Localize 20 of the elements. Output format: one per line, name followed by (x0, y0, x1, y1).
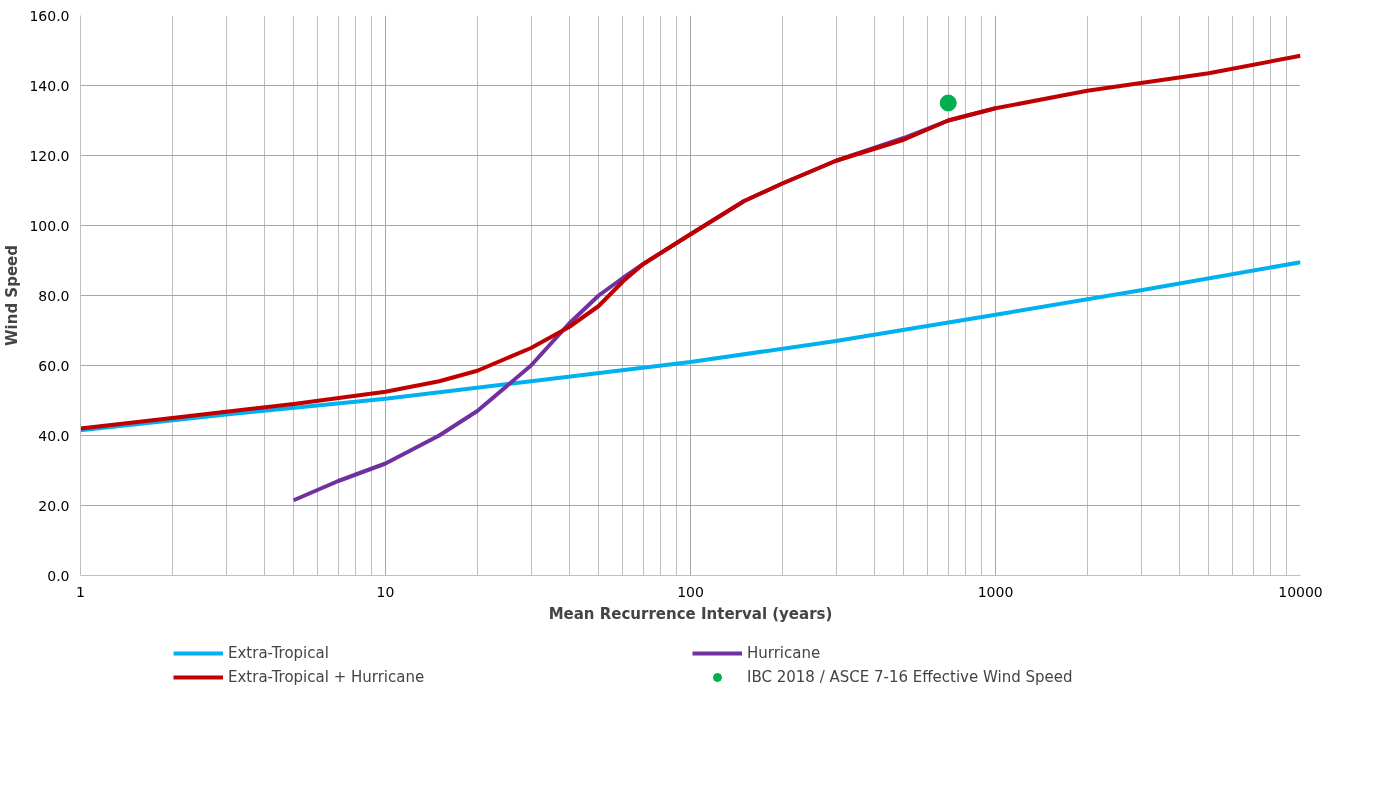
y-tick-label: 160.0 (29, 7, 70, 24)
x-tick-label: 1 (76, 583, 85, 600)
y-tick-label: 100.0 (29, 217, 70, 234)
y-tick-label: 120.0 (29, 147, 70, 164)
x-tick-label: 1000 (977, 583, 1014, 600)
legend-label: IBC 2018 / ASCE 7-16 Effective Wind Speed (747, 668, 1074, 686)
y-axis-title: Wind Speed (3, 245, 22, 346)
y-tick-label: 60.0 (38, 357, 70, 374)
x-tick-label: 10 (376, 583, 395, 600)
y-tick-label: 20.0 (38, 497, 70, 514)
y-tick-label: 140.0 (29, 77, 70, 94)
y-tick-label: 0.0 (47, 567, 70, 584)
legend-label: Extra-Tropical + Hurricane (228, 668, 426, 686)
x-axis-title: Mean Recurrence Interval (years) (548, 604, 833, 623)
y-tick-label: 80.0 (38, 287, 70, 304)
x-tick-label: 100 (677, 583, 704, 600)
legend-label: Hurricane (747, 644, 822, 662)
y-tick-label: 40.0 (38, 427, 70, 444)
legend-label: Extra-Tropical (228, 644, 330, 662)
x-tick-label: 10000 (1278, 583, 1323, 600)
